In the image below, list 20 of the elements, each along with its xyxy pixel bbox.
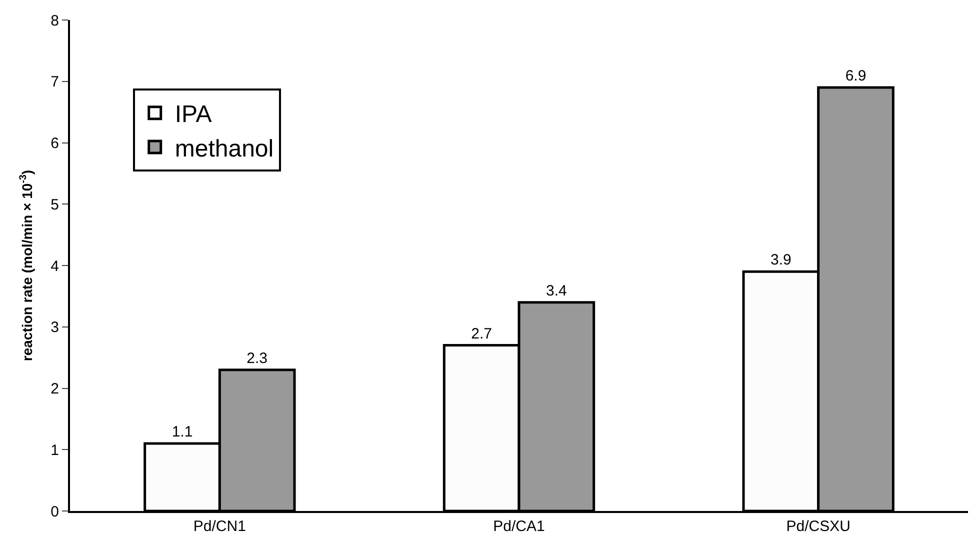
data-label: 6.9 [845,68,866,85]
y-tick-label: 3 [50,319,59,336]
data-label: 3.9 [770,252,792,269]
data-label: 1.1 [172,423,193,440]
data-label: 2.7 [471,325,492,342]
y-tick-label: 0 [50,503,59,520]
x-tick-label: Pd/CN1 [193,518,246,535]
data-label: 2.3 [246,350,268,367]
y-tick-label: 7 [50,74,59,91]
y-tick-label: 4 [50,258,59,275]
y-tick-label: 6 [50,135,59,152]
x-tick-label: Pd/CA1 [493,518,545,535]
y-tick-label: 5 [50,196,59,214]
y-tick-label: 8 [50,12,59,30]
data-label: 3.4 [546,282,567,300]
legend-label: methanol [174,135,274,162]
y-tick-label: 2 [50,380,59,398]
y-tick-label: 1 [50,442,59,459]
legend-label: IPA [174,101,212,128]
x-tick-label: Pd/CSXU [786,518,850,535]
